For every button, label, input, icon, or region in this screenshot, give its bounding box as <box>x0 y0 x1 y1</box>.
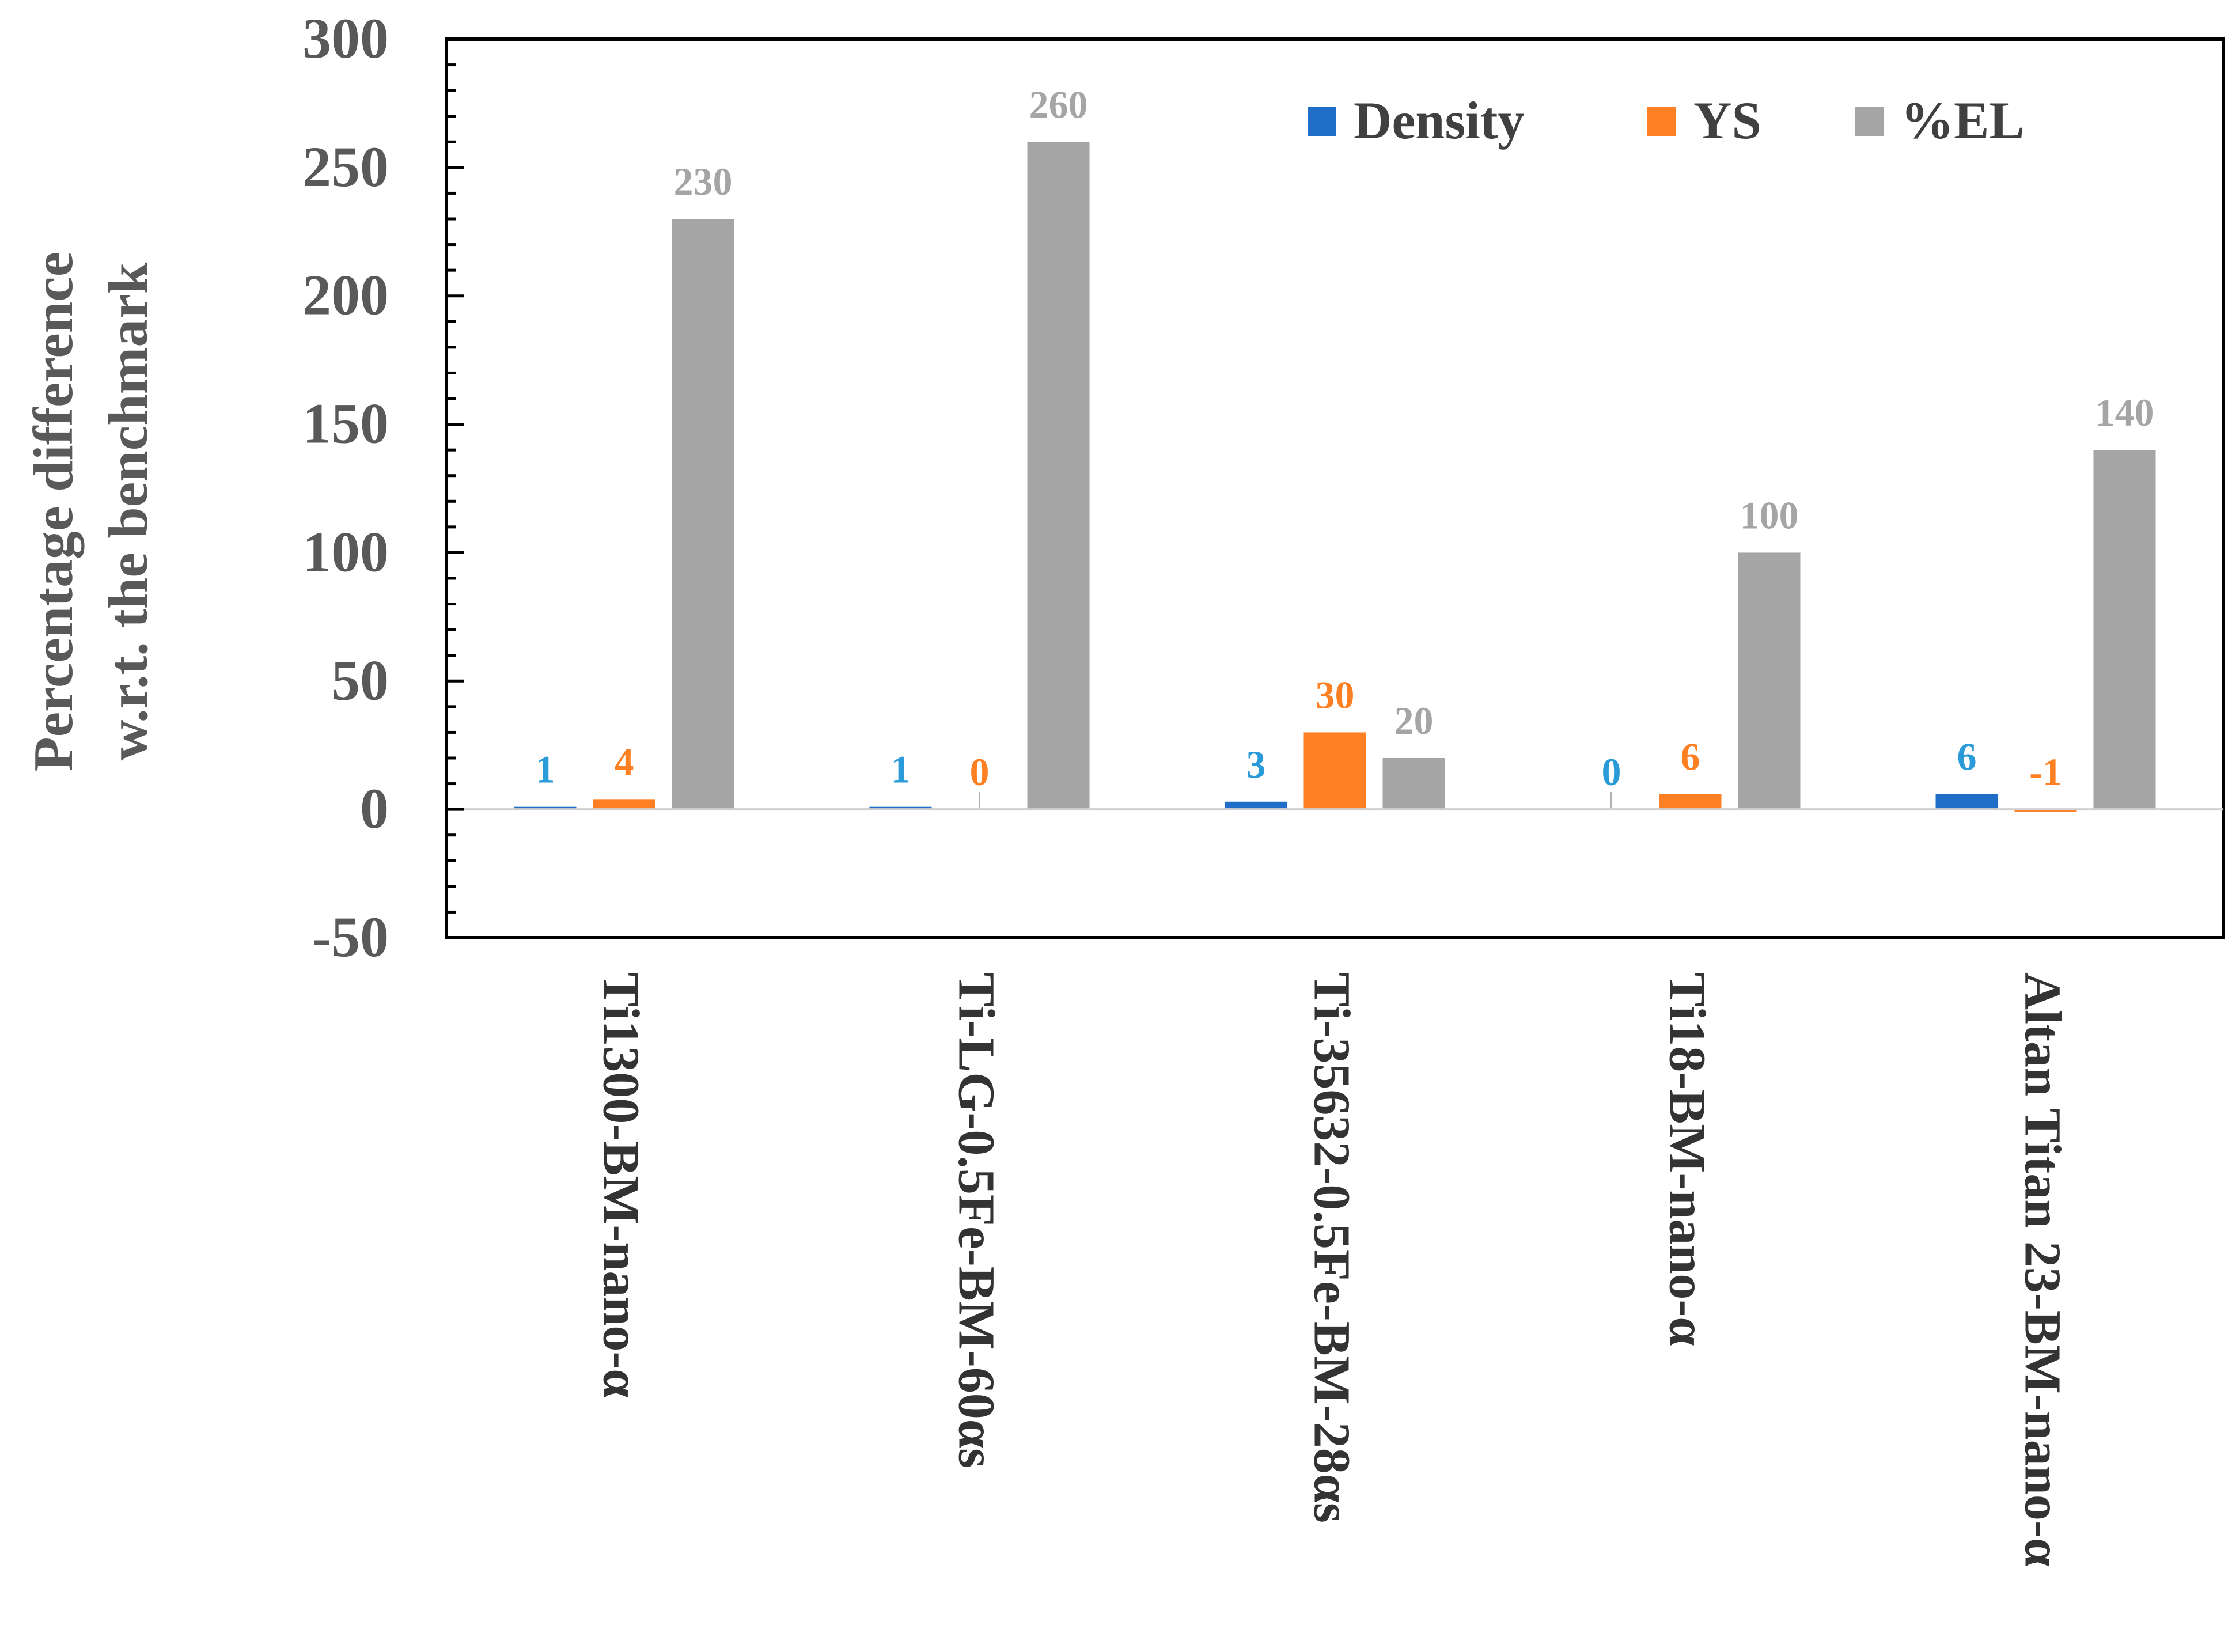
bar-pctel <box>1027 142 1090 810</box>
y-tick-label: -50 <box>312 905 389 969</box>
x-category-label: Ti18-BM-nano-α <box>1659 972 1716 1346</box>
y-axis-label-line2: w.r.t. the benchmark <box>97 262 160 760</box>
data-label: -1 <box>2029 750 2062 794</box>
data-label: 6 <box>1957 734 1977 778</box>
data-label: 230 <box>674 160 733 203</box>
data-label: 100 <box>1740 493 1799 537</box>
legend-swatch <box>1647 107 1676 136</box>
data-label: 3 <box>1246 742 1266 786</box>
y-tick-label: 100 <box>302 520 389 583</box>
bar-density <box>1225 801 1287 810</box>
legend-item-density: Density <box>1308 91 1524 150</box>
bars-layer <box>514 142 2156 812</box>
bar-ys <box>593 799 655 810</box>
x-category-label: Ti-LG-0.5Fe-BM-60αs <box>948 972 1005 1468</box>
x-category-label: Ti1300-BM-nano-α <box>593 972 650 1398</box>
bar-density <box>1935 794 1998 810</box>
y-tick-label: 0 <box>360 776 389 840</box>
data-label: 140 <box>2095 391 2154 434</box>
legend-item-pctel: %EL <box>1855 91 2025 150</box>
y-tick-label: 50 <box>331 648 389 712</box>
data-label: 0 <box>970 750 990 794</box>
data-label: 6 <box>1681 734 1700 778</box>
data-label: 20 <box>1394 699 1434 742</box>
legend-label: %EL <box>1901 91 2025 150</box>
y-axis-label-line1: Percentage difference <box>22 252 85 771</box>
bar-ys <box>1659 794 1722 810</box>
bar-ys <box>2014 809 2077 812</box>
data-label: 4 <box>615 740 634 783</box>
bar-pctel <box>1382 758 1445 810</box>
data-label: 260 <box>1029 82 1088 126</box>
legend-swatch <box>1855 107 1884 136</box>
bar-density <box>514 806 577 810</box>
data-label: 1 <box>891 748 911 791</box>
x-category-label: Ti-35632-0.5Fe-BM-28αs <box>1303 972 1361 1523</box>
legend-item-ys: YS <box>1647 91 1761 150</box>
legend: Density YS %EL <box>1308 91 2025 150</box>
legend-swatch <box>1308 107 1336 136</box>
data-label: 0 <box>1602 750 1621 794</box>
data-label: 30 <box>1316 673 1355 717</box>
legend-label: Density <box>1354 91 1524 150</box>
y-tick-label: 150 <box>302 392 389 456</box>
y-tick-label: 200 <box>302 263 389 327</box>
y-tick-label: 300 <box>302 6 389 70</box>
legend-label: YS <box>1693 91 1761 150</box>
data-label: 1 <box>536 748 555 791</box>
bar-density <box>869 806 932 810</box>
bar-pctel <box>672 219 734 810</box>
y-tick-label: 250 <box>302 135 389 199</box>
bar-ys <box>1303 732 1366 810</box>
x-category-label: Altan Titan 23-BM-nano-α <box>2014 972 2071 1567</box>
bar-pctel <box>1738 552 1801 810</box>
bar-pctel <box>2093 450 2156 810</box>
